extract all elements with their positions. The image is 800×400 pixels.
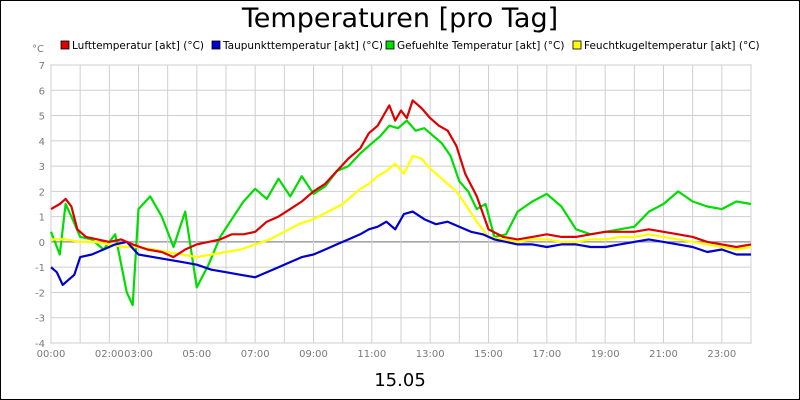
legend-label: Lufttemperatur [akt] (°C)	[72, 40, 204, 52]
chart-title: Temperaturen [pro Tag]	[241, 3, 559, 34]
x-tick-label: 17:00	[532, 349, 561, 360]
x-tick-label: 15:00	[474, 349, 503, 360]
series-line-1	[50, 99, 752, 259]
x-tick-label: 11:00	[357, 349, 386, 360]
series-line-2	[50, 210, 751, 286]
x-tick-label: 21:00	[649, 349, 678, 360]
x-tick-label: 09:00	[299, 349, 328, 360]
y-tick-label: -2	[35, 288, 45, 299]
legend-swatch	[60, 40, 70, 50]
x-tick-label: 19:00	[591, 349, 620, 360]
y-tick-label: 7	[39, 61, 45, 72]
series-line-4	[51, 154, 752, 259]
y-tick-label: 0	[39, 238, 45, 249]
y-tick-label: 2	[39, 187, 45, 198]
x-tick-label: 05:00	[182, 349, 211, 360]
x-tick-label: 07:00	[241, 349, 270, 360]
x-tick-label: 00:00	[37, 349, 66, 360]
x-tick-label: 23:00	[707, 349, 736, 360]
legend-label: Taupunkttemperatur [akt] (°C)	[222, 40, 383, 52]
legend-label: Gefuehlte Temperatur [akt] (°C)	[397, 40, 564, 52]
y-tick-label: 5	[39, 112, 45, 123]
y-tick-label: 4	[39, 137, 45, 148]
y-tick-label: -1	[35, 263, 45, 274]
legend-label: Feuchtkugeltemperatur [akt] (°C)	[584, 40, 760, 52]
x-tick-label: 03:00	[124, 349, 153, 360]
legend-swatch	[211, 40, 221, 50]
y-tick-label: -4	[35, 339, 45, 350]
x-tick-label: 02:00	[95, 349, 124, 360]
y-tick-label: 3	[39, 162, 45, 173]
y-unit-label: °C	[32, 44, 44, 55]
y-tick-label: -3	[35, 314, 45, 325]
legend-swatch	[572, 40, 582, 50]
legend-swatch	[385, 40, 395, 50]
date-label: 15.05	[374, 370, 426, 391]
x-tick-label: 13:00	[416, 349, 445, 360]
y-tick-label: 6	[39, 86, 45, 97]
y-tick-label: 1	[39, 213, 45, 224]
